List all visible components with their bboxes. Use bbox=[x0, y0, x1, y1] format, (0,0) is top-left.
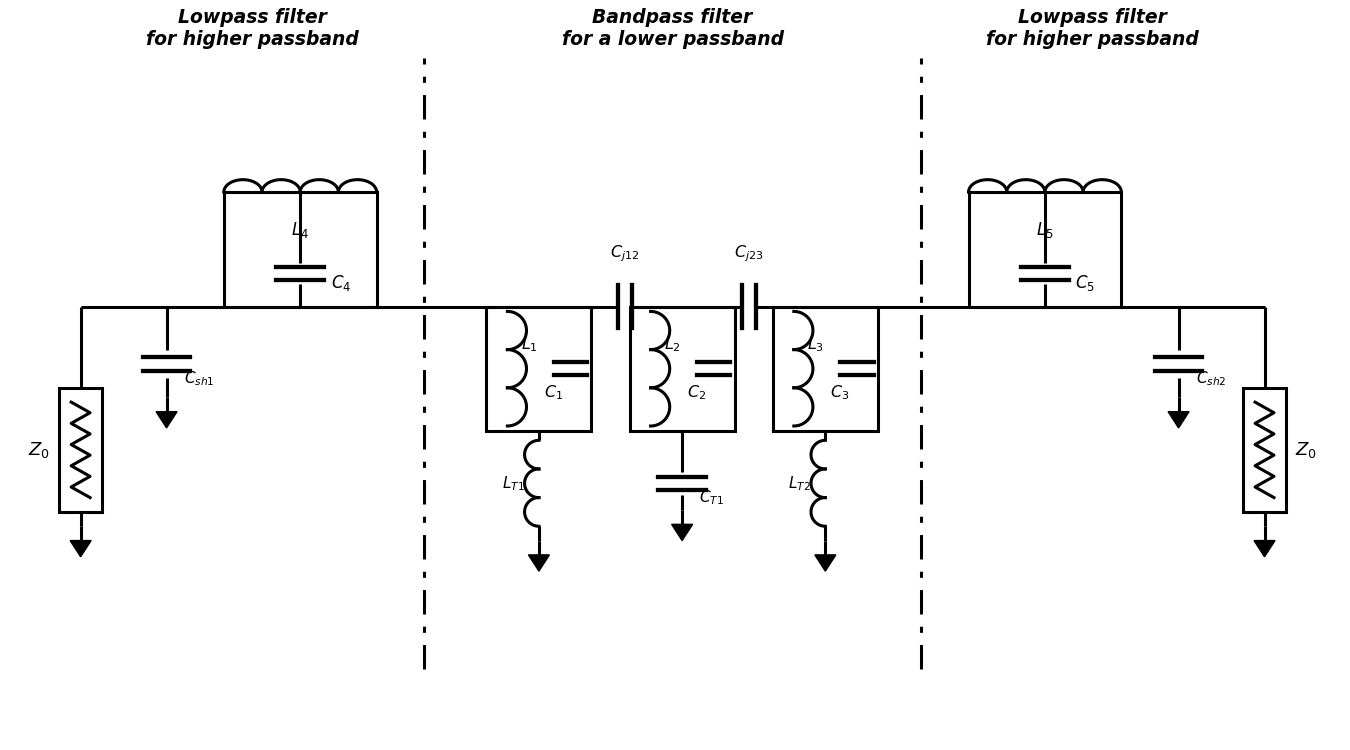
Text: $\mathit{C_{j23}}$: $\mathit{C_{j23}}$ bbox=[734, 243, 764, 264]
Text: $\mathit{C_{sh1}}$: $\mathit{C_{sh1}}$ bbox=[184, 369, 215, 388]
Text: Lowpass filter
for higher passband: Lowpass filter for higher passband bbox=[146, 8, 359, 49]
Polygon shape bbox=[815, 555, 836, 571]
Text: $\mathit{L_4}$: $\mathit{L_4}$ bbox=[292, 220, 309, 240]
Polygon shape bbox=[70, 541, 90, 556]
Polygon shape bbox=[671, 524, 693, 541]
Text: $\mathit{L_{T1}}$: $\mathit{L_{T1}}$ bbox=[502, 474, 525, 493]
Polygon shape bbox=[528, 555, 549, 571]
Bar bbox=[224, 192, 377, 307]
Text: $\mathit{Z_0}$: $\mathit{Z_0}$ bbox=[28, 440, 50, 460]
Bar bbox=[1243, 388, 1287, 512]
Text: Bandpass filter
for a lower passband: Bandpass filter for a lower passband bbox=[562, 8, 783, 49]
Text: $\mathit{L_5}$: $\mathit{L_5}$ bbox=[1035, 220, 1054, 240]
Text: $\mathit{C_5}$: $\mathit{C_5}$ bbox=[1076, 273, 1095, 292]
Text: $\mathit{L_1}$: $\mathit{L_1}$ bbox=[521, 335, 537, 354]
Text: $\mathit{C_4}$: $\mathit{C_4}$ bbox=[331, 273, 351, 292]
Text: $\mathit{L_2}$: $\mathit{L_2}$ bbox=[664, 335, 680, 354]
Text: $\mathit{C_{sh2}}$: $\mathit{C_{sh2}}$ bbox=[1196, 369, 1226, 388]
Text: $\mathit{L_3}$: $\mathit{L_3}$ bbox=[807, 335, 825, 354]
Text: $\mathit{Z_0}$: $\mathit{Z_0}$ bbox=[1295, 440, 1318, 460]
Text: $\mathit{C_{j12}}$: $\mathit{C_{j12}}$ bbox=[610, 243, 640, 264]
Text: $\mathit{C_{T1}}$: $\mathit{C_{T1}}$ bbox=[699, 488, 724, 507]
Text: $\mathit{C_1}$: $\mathit{C_1}$ bbox=[544, 383, 563, 402]
Text: Lowpass filter
for higher passband: Lowpass filter for higher passband bbox=[987, 8, 1199, 49]
Bar bbox=[968, 192, 1122, 307]
Text: $\mathit{L_{T2}}$: $\mathit{L_{T2}}$ bbox=[788, 474, 811, 493]
Polygon shape bbox=[1168, 412, 1189, 428]
Polygon shape bbox=[1254, 541, 1274, 556]
Bar bbox=[59, 388, 103, 512]
Bar bbox=[772, 307, 878, 430]
Text: $\mathit{C_2}$: $\mathit{C_2}$ bbox=[687, 383, 706, 402]
Text: $\mathit{C_3}$: $\mathit{C_3}$ bbox=[830, 383, 849, 402]
Polygon shape bbox=[157, 412, 177, 428]
Bar bbox=[629, 307, 734, 430]
Bar bbox=[486, 307, 591, 430]
